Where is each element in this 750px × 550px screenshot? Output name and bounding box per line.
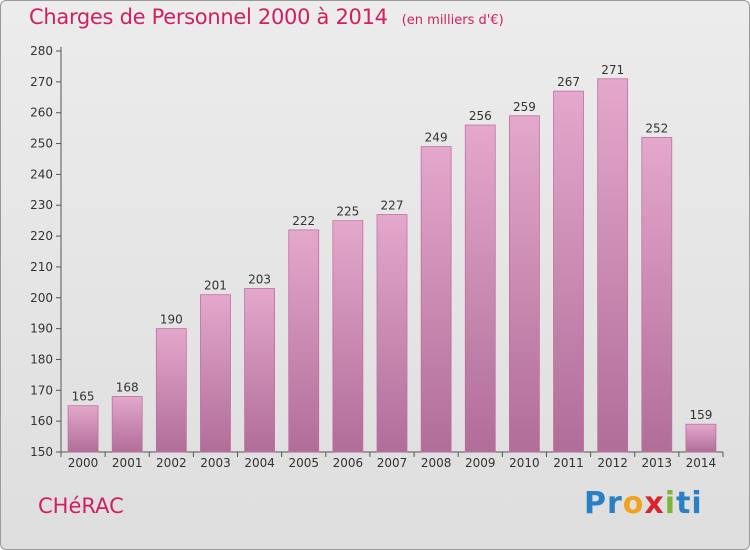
x-tick-label: 2004 bbox=[244, 456, 275, 470]
y-tick-label: 180 bbox=[30, 352, 53, 366]
y-tick-label: 150 bbox=[30, 445, 53, 459]
y-tick-label: 230 bbox=[30, 198, 53, 212]
bar bbox=[420, 146, 452, 453]
bar bbox=[597, 78, 629, 453]
x-tick-label: 2002 bbox=[156, 456, 187, 470]
data-label: 159 bbox=[689, 408, 712, 422]
bars: 165 168 190 201 203 222 225 227 249 256 259 267 271 2… bbox=[67, 63, 717, 453]
bar bbox=[508, 115, 540, 453]
bar bbox=[376, 214, 408, 453]
data-label: 267 bbox=[557, 75, 580, 89]
y-tick-label: 160 bbox=[30, 414, 53, 428]
logo-letter: i bbox=[691, 486, 703, 521]
x-tick-label: 2000 bbox=[68, 456, 99, 470]
data-label: 203 bbox=[248, 273, 271, 287]
bar bbox=[332, 220, 364, 453]
y-tick-label: 240 bbox=[30, 167, 53, 181]
bar bbox=[685, 423, 717, 453]
bar bbox=[111, 396, 143, 453]
logo-letter: x bbox=[644, 486, 665, 521]
data-label: 259 bbox=[513, 100, 536, 114]
logo-letter: t bbox=[676, 486, 692, 521]
bar bbox=[288, 229, 320, 453]
bar bbox=[553, 90, 584, 453]
bar bbox=[155, 328, 187, 453]
data-label: 201 bbox=[204, 279, 227, 293]
data-label: 168 bbox=[116, 380, 139, 394]
data-label: 252 bbox=[645, 121, 668, 135]
data-label: 190 bbox=[160, 313, 183, 327]
bar bbox=[244, 288, 276, 453]
data-label: 256 bbox=[469, 109, 492, 123]
x-tick-label: 2010 bbox=[509, 456, 540, 470]
x-tick-label: 2006 bbox=[333, 456, 364, 470]
bar bbox=[67, 405, 99, 453]
x-tick-label: 2007 bbox=[377, 456, 408, 470]
chart-title: Charges de Personnel 2000 à 2014 (en mill… bbox=[29, 5, 504, 29]
y-tick-label: 280 bbox=[30, 44, 53, 58]
x-tick-label: 2009 bbox=[465, 456, 496, 470]
y-tick-label: 260 bbox=[30, 106, 53, 120]
x-tick-label: 2001 bbox=[112, 456, 143, 470]
axes: 150 160 170 180 190 200 210 220 230 240 250 260 270 2… bbox=[30, 44, 724, 470]
x-tick-label: 2012 bbox=[597, 456, 628, 470]
x-tick-label: 2011 bbox=[553, 456, 584, 470]
data-label: 225 bbox=[336, 205, 359, 219]
data-label: 271 bbox=[601, 63, 624, 77]
x-tick-label: 2008 bbox=[421, 456, 452, 470]
title-unit: (en milliers d'€) bbox=[401, 13, 504, 28]
y-tick-label: 220 bbox=[30, 229, 53, 243]
y-tick-label: 250 bbox=[30, 137, 53, 151]
x-tick-label: 2003 bbox=[200, 456, 231, 470]
y-tick-label: 170 bbox=[30, 383, 53, 397]
proxiti-logo: Proxiti bbox=[584, 486, 703, 521]
x-tick-label: 2005 bbox=[288, 456, 319, 470]
bar bbox=[200, 294, 231, 453]
title-main: Charges de Personnel 2000 à 2014 bbox=[29, 5, 388, 29]
bar bbox=[641, 136, 673, 453]
logo-letter: o bbox=[622, 486, 645, 521]
data-label: 165 bbox=[72, 390, 95, 404]
data-label: 227 bbox=[381, 198, 404, 212]
data-label: 222 bbox=[292, 214, 315, 228]
logo-letter: r bbox=[607, 486, 623, 521]
logo-letter: i bbox=[664, 486, 677, 521]
y-tick-label: 190 bbox=[30, 322, 53, 336]
y-tick-label: 270 bbox=[30, 75, 53, 89]
bar bbox=[464, 124, 496, 453]
x-tick-label: 2014 bbox=[686, 456, 717, 470]
y-tick-label: 200 bbox=[30, 291, 53, 305]
x-tick-label: 2013 bbox=[642, 456, 673, 470]
data-label: 249 bbox=[425, 131, 448, 145]
commune-name: CHéRAC bbox=[38, 494, 124, 518]
y-tick-label: 210 bbox=[30, 260, 53, 274]
logo-letter: P bbox=[584, 486, 607, 521]
